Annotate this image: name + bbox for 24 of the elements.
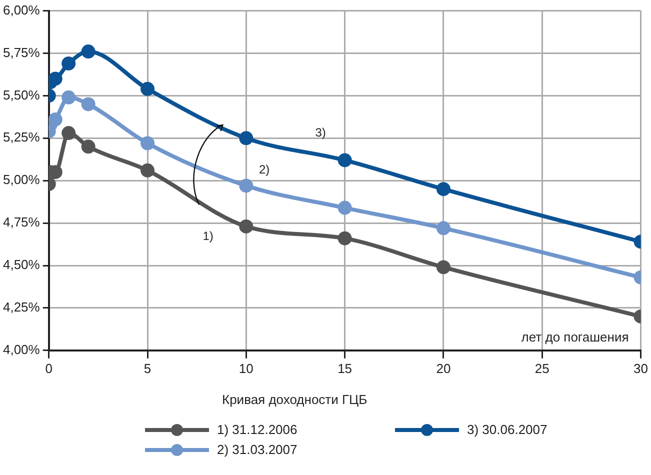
y-tick-label: 5,25% — [2, 130, 40, 145]
y-tick-label: 5,00% — [2, 172, 40, 188]
x-tick-label: 15 — [338, 360, 352, 376]
x-tick-label: 30 — [634, 360, 648, 376]
y-tick-label: 4,00% — [2, 342, 40, 357]
legend-label: 3) 30.06.2007 — [467, 422, 548, 437]
x-tick-label: 10 — [238, 360, 254, 376]
x-tick-label: 25 — [534, 360, 550, 376]
legend-label: 1) 31.12.2006 — [217, 422, 298, 437]
x-tick-label: 0 — [45, 360, 52, 376]
legend-title: Кривая доходности ГЦБ — [222, 392, 368, 407]
annotation: 3) — [315, 125, 326, 140]
legend-label: 2) 31.03.2007 — [217, 442, 298, 457]
x-axis-title: лет до погашения — [521, 329, 629, 344]
annotation: 2) — [258, 162, 270, 177]
x-tick-label: 20 — [436, 360, 451, 376]
y-tick-label: 6,00% — [2, 2, 40, 18]
y-tick-label: 4,25% — [2, 300, 40, 315]
x-tick-label: 5 — [144, 360, 152, 376]
y-tick-label: 5,50% — [2, 87, 40, 102]
y-tick-label: 4,50% — [2, 257, 40, 272]
y-tick-label: 4,75% — [2, 214, 40, 230]
y-tick-label: 5,75% — [2, 44, 40, 60]
annotation: 1) — [202, 228, 214, 243]
